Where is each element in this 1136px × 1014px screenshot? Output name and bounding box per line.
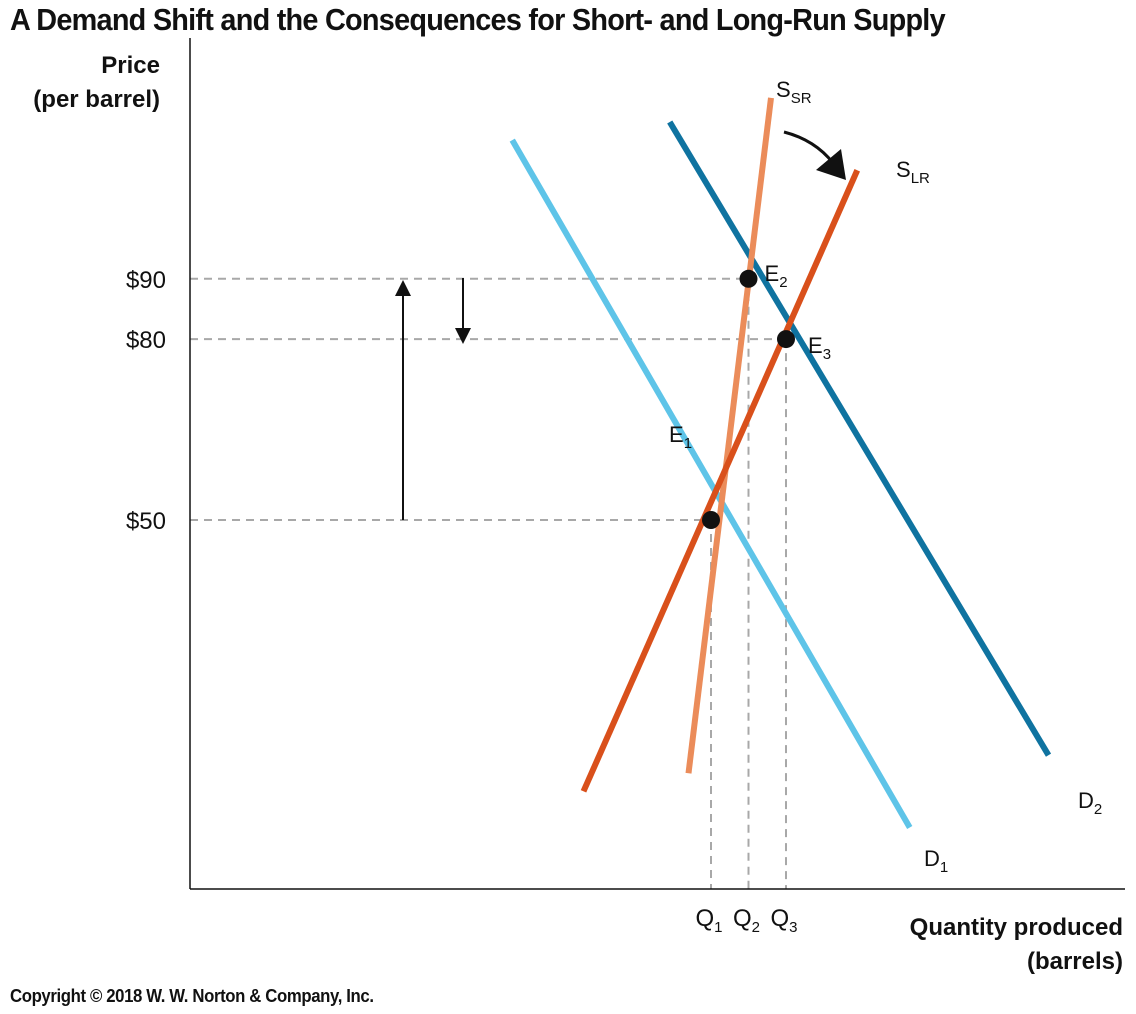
curve-label-D1: D1: [924, 846, 948, 876]
y-tick-label: $50: [126, 508, 166, 535]
x-tick-label: Q1: [695, 905, 722, 936]
tick-labels: $90 $80 $50 Q1 Q2 Q3: [126, 267, 798, 936]
annotations: [395, 130, 846, 520]
y-tick-label: $90: [126, 267, 166, 294]
y-axis-label: Price: [101, 52, 160, 79]
equilibrium-label-E1: E1: [669, 422, 692, 452]
curve-label-SSR: SSR: [776, 77, 812, 107]
chart-title: A Demand Shift and the Consequences for …: [10, 2, 946, 37]
x-tick-label: Q2: [733, 905, 760, 936]
curve-label-D2: D2: [1078, 788, 1102, 818]
curve-SLR: [580, 169, 860, 793]
x-axis-label: Quantity produced: [910, 914, 1123, 941]
y-tick-label: $80: [126, 327, 166, 354]
curve-D2: [667, 120, 1052, 757]
curve-D1: [509, 138, 913, 830]
x-tick-label: Q3: [770, 905, 797, 936]
equilibrium-point-E1: [702, 511, 720, 529]
curve-SSR: [685, 97, 774, 774]
equilibrium-point-E3: [777, 330, 795, 349]
curved-arrowhead-icon: [816, 149, 846, 180]
x-axis-label: (barrels): [1027, 948, 1123, 975]
equilibrium-point-E2: [739, 269, 758, 288]
supply-shift-curved-arrow-icon: [783, 130, 835, 164]
equilibrium-label-E3: E3: [808, 333, 831, 363]
curve-label-SLR: SLR: [896, 157, 930, 187]
axes: [189, 38, 1125, 890]
axis-labels: Price (per barrel) Quantity produced (barre…: [33, 52, 1123, 975]
copyright-notice: Copyright © 2018 W. W. Norton & Company,…: [10, 986, 374, 1006]
y-axis-label: (per barrel): [33, 86, 160, 113]
curves: D1 D2 SSR SLR: [509, 77, 1102, 876]
equilibrium-label-E2: E2: [765, 261, 788, 291]
equilibrium-points: E1 E2 E3: [669, 261, 831, 529]
guide-lines: [190, 277, 787, 889]
